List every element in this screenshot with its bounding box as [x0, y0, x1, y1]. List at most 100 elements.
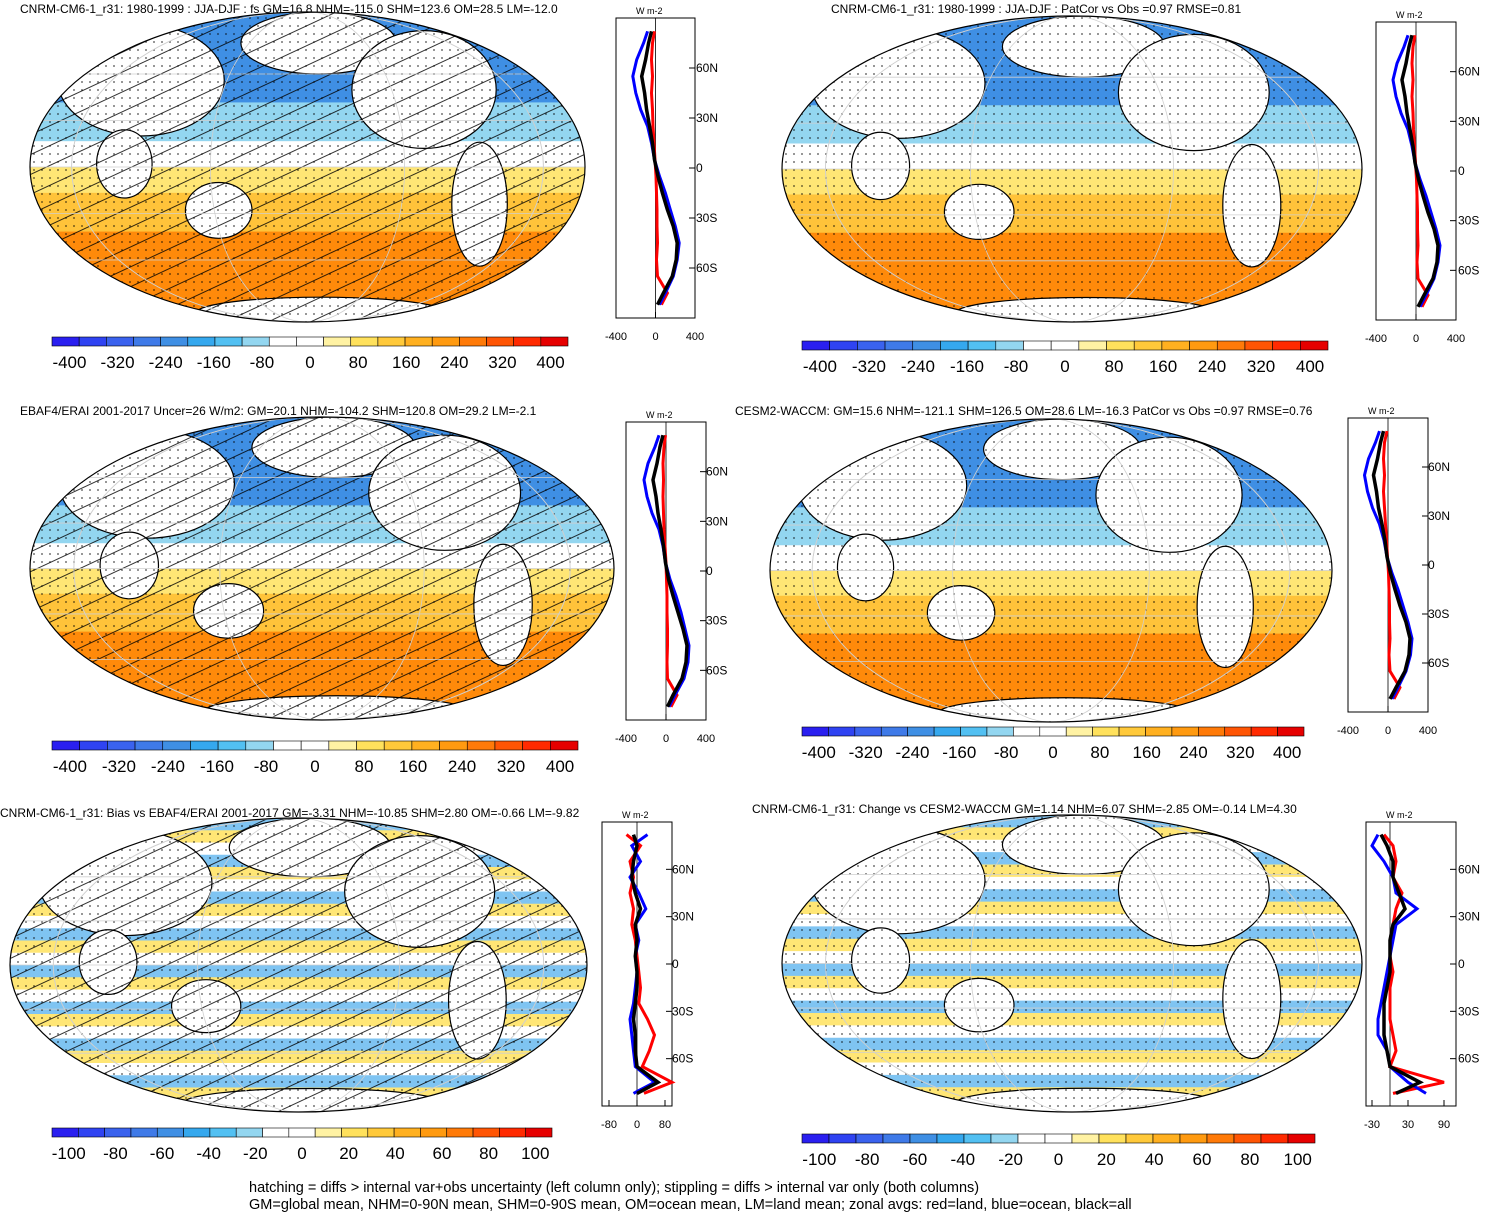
graticule-lon	[825, 16, 1319, 322]
profile-lat-label: 60S	[1458, 263, 1479, 277]
colorbar-box	[288, 1127, 316, 1138]
graticule-lon	[73, 417, 571, 720]
profile-lat-label: 0	[1428, 558, 1435, 572]
panel-5: CNRM-CM6-1_r31: Bias vs EBAF4/ERAI 2001-…	[0, 806, 694, 1163]
colorbar-label: 100	[521, 1144, 549, 1163]
colorbar-label: -320	[852, 357, 886, 376]
colorbar-label: 400	[1273, 743, 1301, 762]
colorbar-label: 240	[440, 353, 468, 372]
colorbar-label: -80	[103, 1144, 128, 1163]
colorbar-box	[1023, 340, 1052, 351]
profile-line-all	[1379, 833, 1424, 1095]
colorbar-box	[990, 1133, 1019, 1144]
colorbar-box	[525, 1127, 553, 1138]
profile-line-land	[649, 31, 670, 306]
colorbar-box	[134, 740, 164, 751]
colorbar-box	[1206, 1133, 1235, 1144]
colorbar-label: -320	[101, 353, 135, 372]
colorbar-box	[1244, 340, 1273, 351]
colorbar-label: -60	[903, 1150, 928, 1169]
profile-xtick-label: 400	[1419, 725, 1437, 737]
colorbar-box	[107, 740, 136, 751]
profile-line-all	[1400, 34, 1440, 308]
colorbar-label: -240	[901, 357, 935, 376]
colorbar-box	[1078, 340, 1107, 351]
colorbar-box	[367, 1127, 395, 1138]
world-map	[30, 417, 614, 720]
colorbar-label: -100	[802, 1150, 836, 1169]
profile-line-all	[630, 834, 662, 1095]
profile-lat-label: 30S	[696, 211, 717, 225]
colorbar-label: 0	[1054, 1150, 1063, 1169]
profile-lat-label: 30N	[672, 910, 694, 924]
colorbar-box	[51, 1127, 79, 1138]
colorbar-label: 20	[339, 1144, 358, 1163]
profile-lat-label: 30S	[1428, 607, 1449, 621]
colorbar: -400 -320 -240 -160 -80 0 80 160 240 320 400	[801, 340, 1329, 376]
colorbar-label: -20	[998, 1150, 1023, 1169]
colorbar-label: 320	[488, 353, 516, 372]
graticule-lon	[970, 815, 1174, 1112]
colorbar-box	[855, 1133, 884, 1144]
colorbar-box	[314, 1127, 342, 1138]
panel-title: EBAF4/ERAI 2001-2017 Uncer=26 W/m2: GM=2…	[20, 404, 537, 418]
colorbar-box	[156, 1127, 184, 1138]
colorbar-box	[828, 1133, 857, 1144]
profile-lat-label: 60N	[672, 862, 694, 876]
profile-lat-label: 60S	[706, 663, 727, 677]
zonal-profile: -400 0 400 60N 30N 0 30S 60S W m-2	[615, 410, 728, 745]
colorbar-box	[350, 336, 379, 347]
colorbar-box	[960, 726, 988, 737]
colorbar-box	[78, 1127, 105, 1138]
panel-2: CNRM-CM6-1_r31: 1980-1999 : JJA-DJF : Pa…	[781, 2, 1480, 376]
map-border	[29, 11, 586, 323]
colorbar-label: 20	[1097, 1150, 1116, 1169]
map-border	[29, 416, 615, 721]
zonal-profile: -400 0 400 60N 30N 0 30S 60S W m-2	[1365, 10, 1480, 345]
colorbar-box	[1125, 1133, 1154, 1144]
colorbar-box	[1017, 1133, 1046, 1144]
colorbar-box	[214, 336, 243, 347]
colorbar-box	[494, 740, 523, 751]
colorbar-label: 240	[1179, 743, 1207, 762]
profile-line-land	[1410, 34, 1430, 308]
colorbar-box	[383, 740, 413, 751]
colorbar-label: 160	[399, 757, 427, 776]
colorbar-label: -320	[102, 757, 136, 776]
colorbar-box	[909, 1133, 938, 1144]
profile-lat-label: 60S	[672, 1052, 693, 1066]
colorbar-label: -40	[196, 1144, 221, 1163]
graticule-lon	[71, 12, 544, 322]
colorbar: -400 -320 -240 -160 -80 0 80 160 240 320 400	[51, 336, 569, 372]
colorbar-box	[882, 1133, 911, 1144]
panel-3: EBAF4/ERAI 2001-2017 Uncer=26 W/m2: GM=2…	[20, 404, 728, 776]
profile-xtick-label: 30	[1402, 1119, 1414, 1131]
colorbar-box	[51, 336, 80, 347]
colorbar-box	[1300, 340, 1329, 351]
world-map	[770, 419, 1332, 722]
world-map	[30, 12, 585, 322]
colorbar-box	[183, 1127, 211, 1138]
colorbar-label: 60	[433, 1144, 452, 1163]
colorbar-box	[1216, 340, 1246, 351]
colorbar-label: -40	[951, 1150, 976, 1169]
profile-xtick-label: 0	[634, 1119, 640, 1131]
colorbar-box	[439, 740, 468, 751]
colorbar-box	[187, 336, 216, 347]
graticule-lon	[825, 815, 1319, 1112]
colorbar-box	[133, 336, 161, 347]
profile-line-all	[1371, 430, 1412, 700]
colorbar-box	[1189, 340, 1218, 351]
colorbar-box	[1044, 1133, 1073, 1144]
colorbar-label: 0	[1060, 357, 1069, 376]
profile-units: W m-2	[1396, 10, 1423, 20]
colorbar: -100 -80 -60 -40 -20 0 20 40 60 80 100	[51, 1127, 553, 1163]
colorbar-label: -240	[149, 353, 183, 372]
zonal-profile: -400 0 400 60N 30N 0 30S 60S W m-2	[605, 6, 718, 343]
colorbar-label: -240	[895, 743, 929, 762]
colorbar-box	[1233, 1133, 1262, 1144]
colorbar-label: 100	[1283, 1150, 1311, 1169]
panel-title: CNRM-CM6-1_r31: Bias vs EBAF4/ERAI 2001-…	[0, 806, 580, 820]
colorbar-box	[1250, 726, 1278, 737]
